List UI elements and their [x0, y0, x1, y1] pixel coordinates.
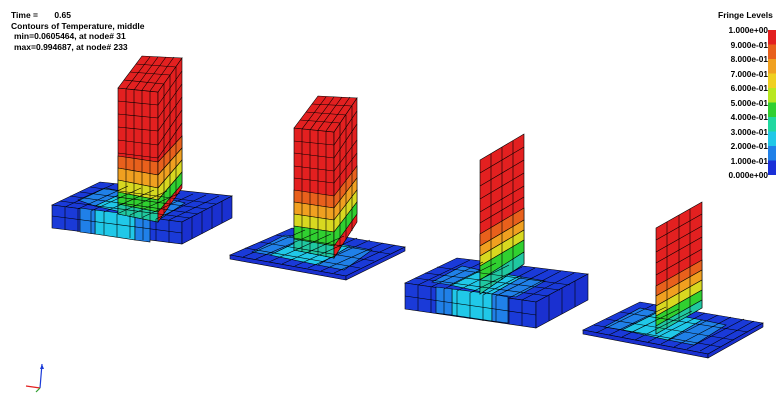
model-1-plate-side — [181, 195, 233, 245]
fringe-level-label: 4.000e-01 — [730, 112, 768, 122]
fringe-level-label: 9.000e-01 — [730, 39, 768, 50]
axis-triad — [25, 363, 44, 393]
x-axis — [25, 385, 41, 389]
model-1-mesh — [51, 56, 223, 243]
fringe-level-label: 5.000e-01 — [730, 97, 768, 108]
fringe-color-segment — [768, 88, 776, 103]
contour-title: Contours of Temperature, middle — [11, 20, 145, 31]
fringe-level-label: 7.000e-01 — [730, 68, 768, 79]
fringe-color-segment — [768, 73, 776, 89]
result-header: Time = 0.65 Contours of Temperature, mid… — [11, 10, 145, 52]
fringe-color-segment — [768, 131, 776, 147]
model-4-thin-plate-thin-wall — [582, 201, 764, 359]
time-value: 0.65 — [54, 10, 71, 20]
y-axis — [35, 387, 41, 393]
fringe-level-label: 3.000e-01 — [730, 126, 768, 137]
model-2-mesh — [242, 96, 396, 274]
model-3-thick-plate-thin-wall — [403, 133, 589, 329]
max-value-line: max=0.994687, at node# 233 — [14, 41, 128, 52]
fringe-color-segment — [768, 117, 776, 132]
fringe-level-label: 0.000e+00 — [728, 170, 768, 180]
legend-title: Fringe Levels — [718, 10, 773, 20]
fringe-color-segment — [768, 30, 776, 45]
model-1-thick-plate-thick-wall — [50, 55, 234, 245]
fringe-level-label: 1.000e-01 — [730, 155, 768, 166]
time-line: Time = 0.65 — [11, 10, 145, 21]
model-2-wall-top — [293, 95, 358, 133]
fringe-color-bar — [768, 30, 776, 175]
model-2-thin-plate-thick-wall — [228, 95, 406, 281]
fringe-color-segment — [768, 146, 776, 161]
model-1-wall-top — [117, 55, 183, 93]
fringe-level-label: 1.000e+00 — [728, 25, 768, 35]
fringe-color-segment — [768, 160, 776, 175]
fringe-level-label: 2.000e-01 — [730, 141, 768, 151]
fringe-color-segment — [768, 102, 776, 118]
fringe-level-label: 6.000e-01 — [730, 83, 768, 93]
fringe-color-segment — [768, 59, 776, 74]
fringe-color-segment — [768, 44, 776, 60]
model-4-mesh — [593, 209, 755, 352]
model-3-mesh — [404, 141, 576, 326]
min-value-line: min=0.0605464, at node# 31 — [14, 31, 126, 41]
time-label: Time = — [11, 10, 39, 20]
fringe-level-label: 8.000e-01 — [730, 54, 768, 64]
